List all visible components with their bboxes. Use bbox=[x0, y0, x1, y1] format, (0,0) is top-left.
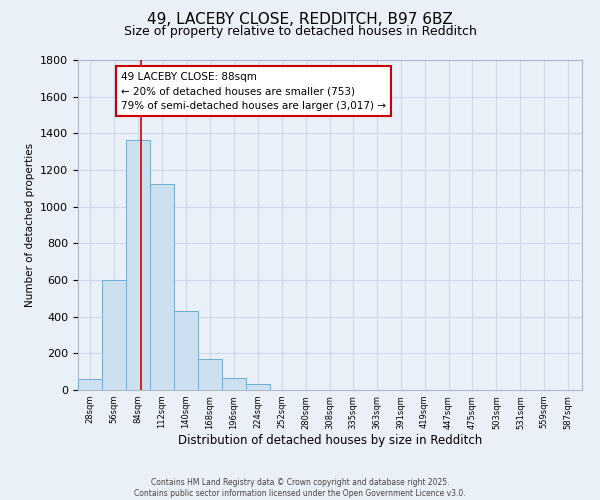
Text: 49, LACEBY CLOSE, REDDITCH, B97 6BZ: 49, LACEBY CLOSE, REDDITCH, B97 6BZ bbox=[147, 12, 453, 28]
Text: Size of property relative to detached houses in Redditch: Size of property relative to detached ho… bbox=[124, 25, 476, 38]
Bar bbox=[198, 359, 222, 390]
X-axis label: Distribution of detached houses by size in Redditch: Distribution of detached houses by size … bbox=[178, 434, 482, 448]
Bar bbox=[222, 378, 246, 390]
Bar bbox=[78, 379, 102, 390]
Y-axis label: Number of detached properties: Number of detached properties bbox=[25, 143, 35, 307]
Bar bbox=[150, 184, 174, 390]
Bar bbox=[174, 311, 198, 390]
Text: Contains HM Land Registry data © Crown copyright and database right 2025.
Contai: Contains HM Land Registry data © Crown c… bbox=[134, 478, 466, 498]
Bar bbox=[246, 384, 269, 390]
Bar bbox=[126, 140, 150, 390]
Bar bbox=[102, 280, 126, 390]
Text: 49 LACEBY CLOSE: 88sqm
← 20% of detached houses are smaller (753)
79% of semi-de: 49 LACEBY CLOSE: 88sqm ← 20% of detached… bbox=[121, 72, 386, 111]
